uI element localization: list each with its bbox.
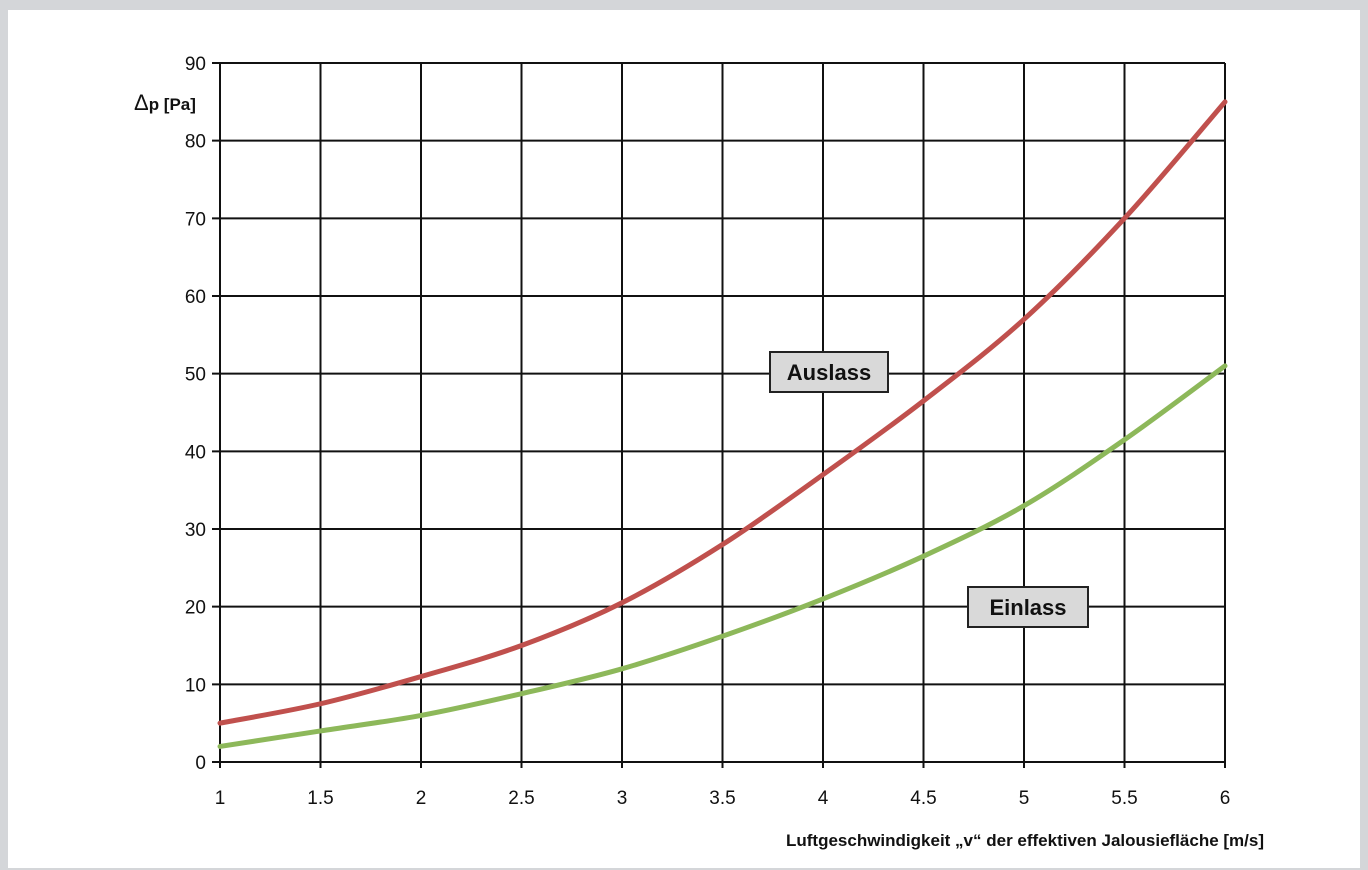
x-tick-label: 2: [416, 788, 427, 809]
series-labels: Auslass Einlass: [769, 351, 1089, 628]
x-tick-label: 6: [1220, 788, 1231, 809]
series-label-box: [967, 586, 1089, 628]
series-label-text: Einlass: [989, 595, 1066, 620]
y-tick-label: 50: [185, 365, 206, 386]
y-tick-label: 80: [185, 132, 206, 153]
y-tick-label: 70: [185, 209, 206, 230]
series-label-auslass: Auslass: [769, 351, 889, 393]
x-tick-label: 4.5: [910, 788, 936, 809]
series-label-text: Auslass: [787, 360, 871, 385]
x-tick-label: 3.5: [709, 788, 735, 809]
chart-frame: 1 1.5 2 2.5 3 3.5 4 4.5 5 5.5 6 0 10 20 30 40 50 60 70 80 90…: [8, 10, 1360, 868]
series-line-einlass: [217, 363, 1228, 749]
y-tick-label: 90: [185, 54, 206, 75]
line-chart: 1 1.5 2 2.5 3 3.5 4 4.5 5 5.5 60102030405060708090…: [134, 54, 1264, 850]
y-axis-title-text: p [Pa]: [149, 95, 196, 114]
series-line-auslass: [217, 99, 1228, 726]
y-axis-title-delta: Δ: [134, 90, 149, 115]
x-tick-label: 5: [1019, 788, 1030, 809]
series-label-box: [769, 351, 889, 393]
y-tick-label: 60: [185, 287, 206, 308]
x-tick-label: 3: [617, 788, 628, 809]
x-tick-label: 2.5: [508, 788, 534, 809]
y-tick-label: 40: [185, 442, 206, 463]
x-tick-label: 5.5: [1111, 788, 1137, 809]
series-label-einlass: Einlass: [967, 586, 1089, 628]
y-axis-title: Δp [Pa]: [134, 90, 196, 115]
x-tick-label: 1: [215, 788, 226, 809]
y-tick-label: 0: [195, 753, 206, 774]
series-lines: [217, 99, 1228, 749]
y-tick-label: 10: [185, 675, 206, 696]
grid: [212, 62, 1226, 768]
x-axis-title: Luftgeschwindigkeit „v“ der effektiven J…: [786, 831, 1264, 850]
y-tick-label: 20: [185, 598, 206, 619]
y-tick-label: 30: [185, 520, 206, 541]
x-tick-label: 4: [818, 788, 829, 809]
x-tick-label: 1.5: [307, 788, 333, 809]
